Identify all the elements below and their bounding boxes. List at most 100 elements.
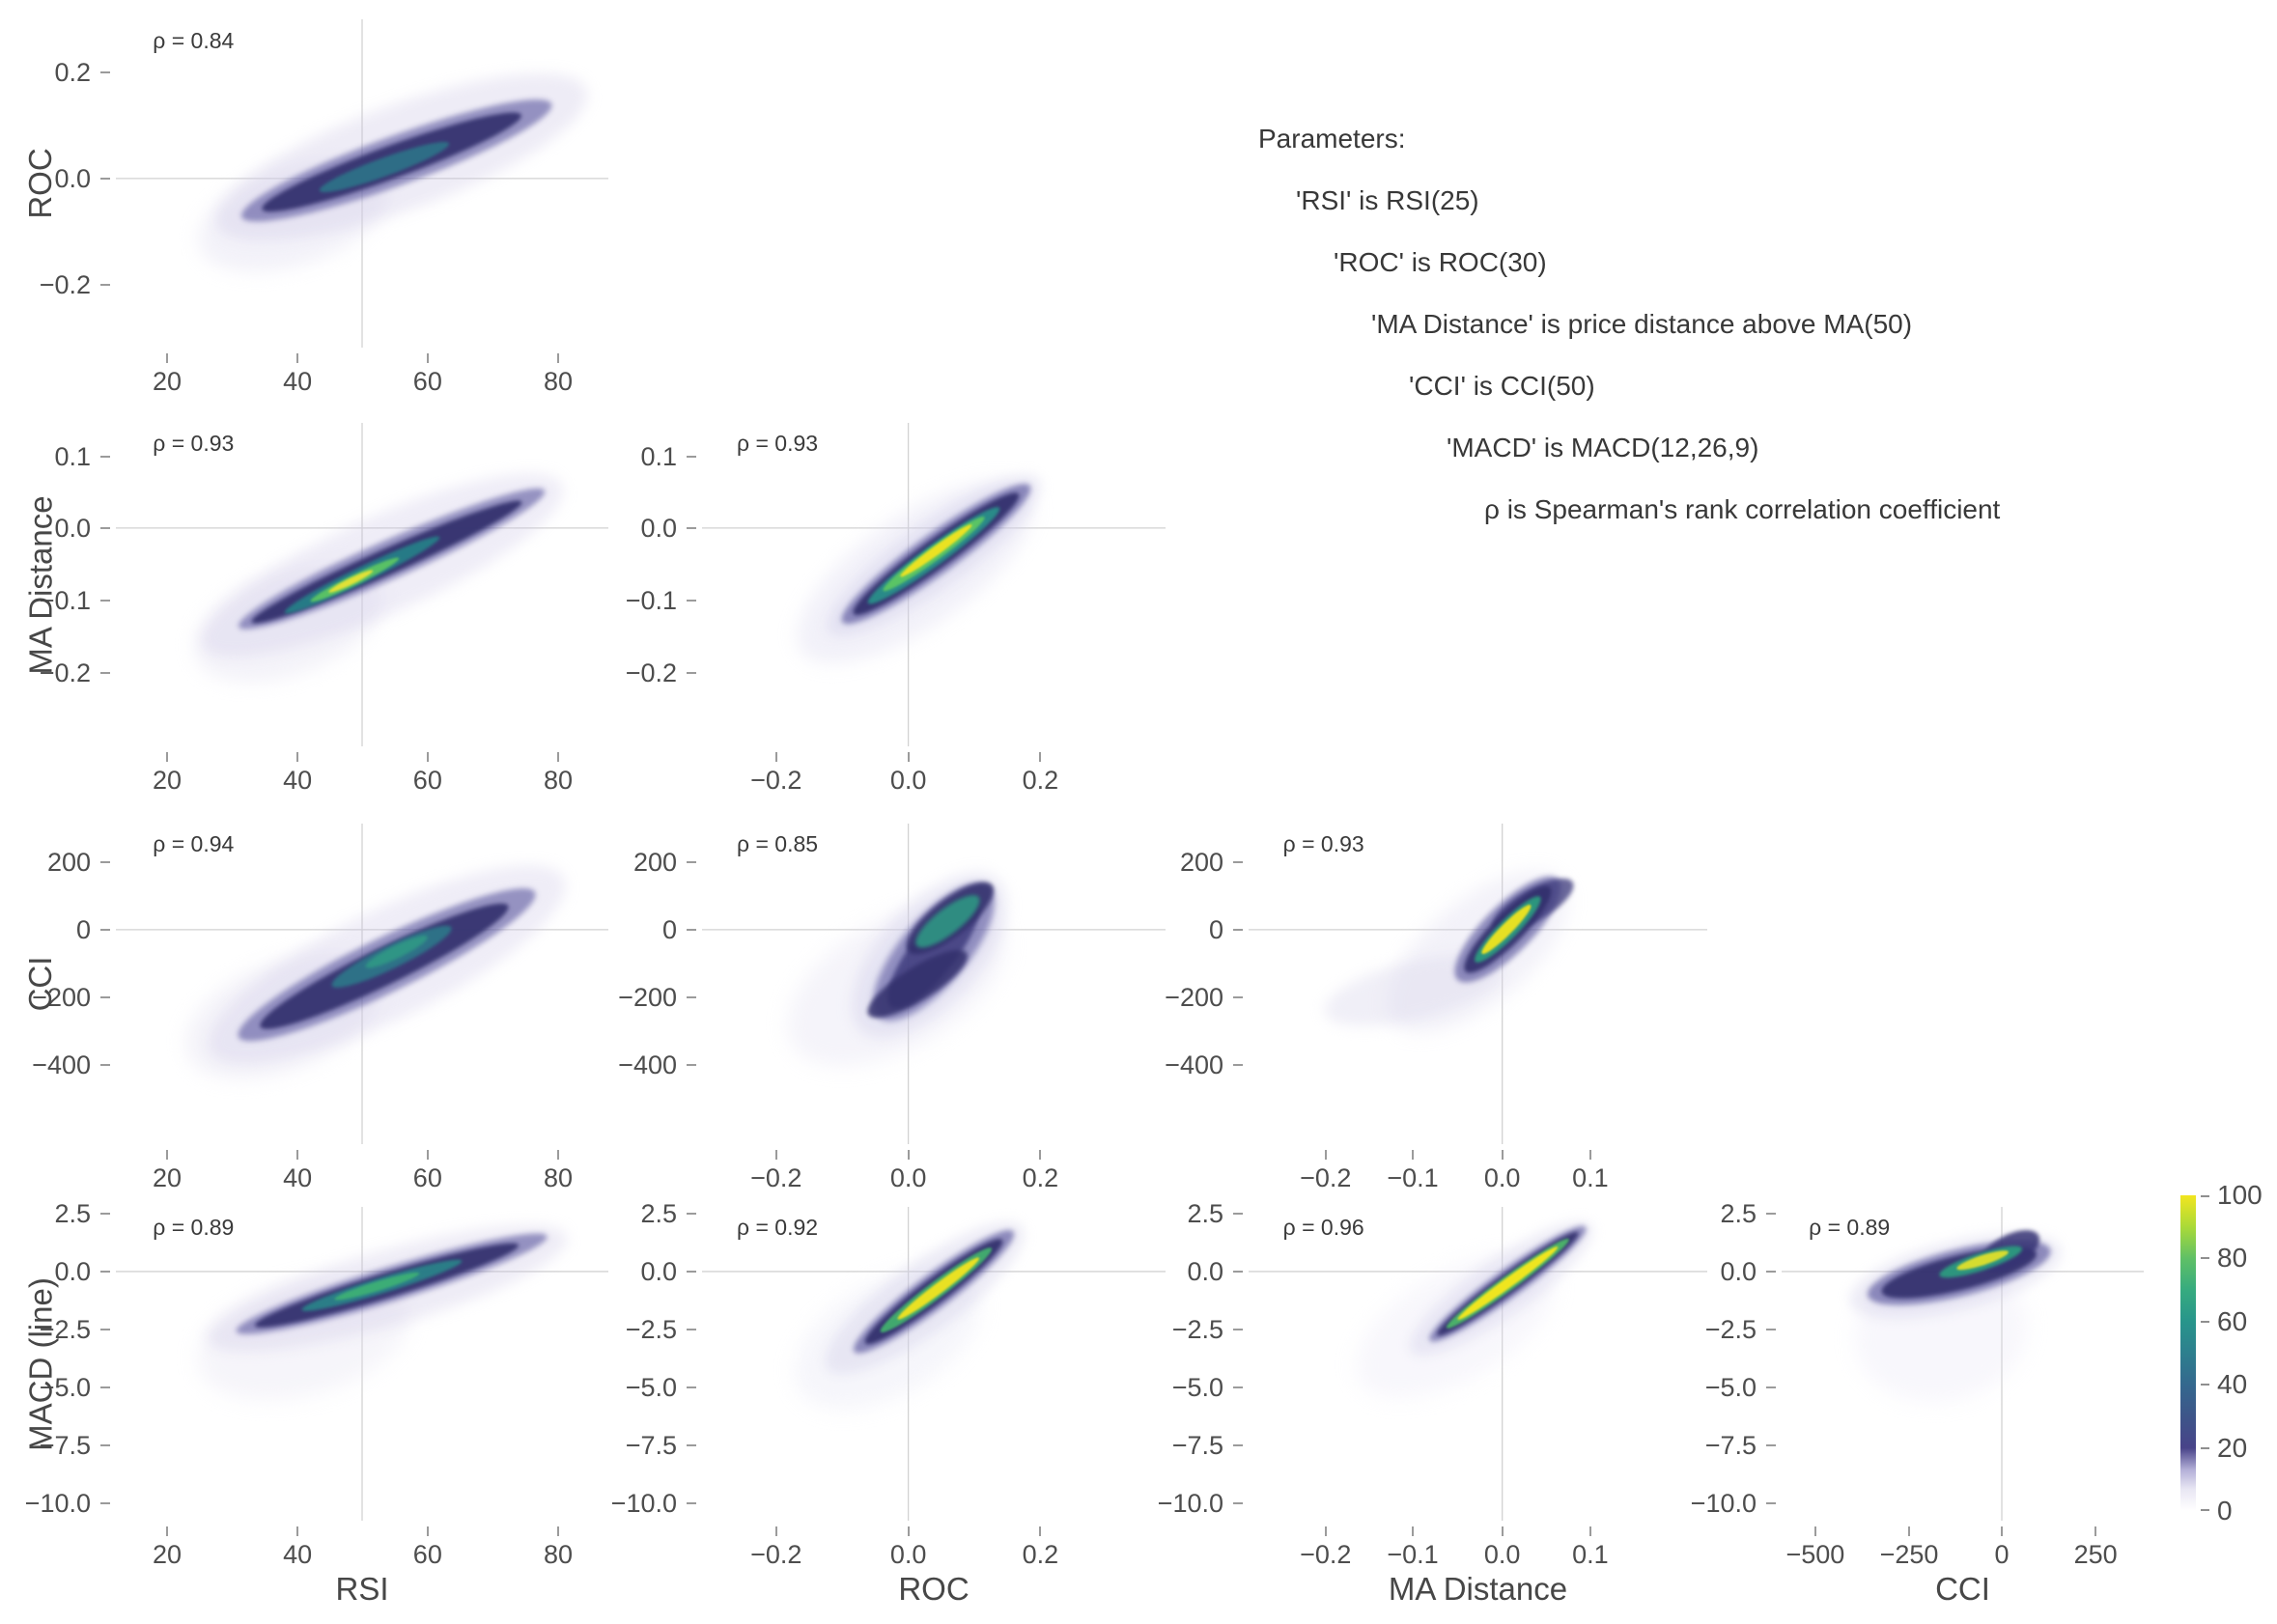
y-tick-mark xyxy=(1233,1270,1243,1273)
y-tick-label: 0 xyxy=(1208,914,1223,944)
subplot-roc-vs-rsi: ρ = 0.84 20 40 60 80 0.2 0.0 −0.2 xyxy=(40,19,608,396)
y-tick-mark xyxy=(1233,1501,1243,1504)
y-tick-mark xyxy=(1766,1501,1776,1504)
x-tick-label: −0.2 xyxy=(1300,1540,1352,1569)
x-tick-label: 80 xyxy=(543,367,573,396)
x-tick-label: 40 xyxy=(283,1540,313,1569)
subplot-macd-vs-cci: ρ = 0.89 −500 −250 0 250 2.5 0.0 −2.5 −5.0 −7.5 −1… xyxy=(1691,1199,2144,1607)
rho-annotation: ρ = 0.96 xyxy=(1282,1215,1364,1241)
y-tick-label: −400 xyxy=(1165,1050,1223,1079)
y-tick-label: −0.2 xyxy=(39,270,91,300)
x-tick-mark xyxy=(296,752,299,762)
density-blob-layer xyxy=(1457,1246,1559,1320)
subplot-cci-vs-rsi: ρ = 0.94 20 40 60 80 200 0 −200 −400 xyxy=(32,824,608,1192)
y-tick-label: −2.5 xyxy=(625,1314,677,1344)
x-tick-label: 60 xyxy=(412,766,442,795)
y-tick-label: 2.5 xyxy=(1187,1199,1223,1229)
colorbar-tick-mark xyxy=(2201,1257,2209,1260)
x-tick-mark xyxy=(1813,1526,1816,1536)
y-tick-mark xyxy=(687,860,696,863)
y-tick-label: −10.0 xyxy=(1690,1488,1757,1518)
x-tick-mark xyxy=(2001,1526,2003,1536)
y-tick-mark xyxy=(100,1328,110,1330)
x-tick-mark xyxy=(166,353,169,363)
density-plot-cci-vs-ma-distance xyxy=(1249,824,1707,1144)
y-tick-mark xyxy=(1233,1328,1243,1330)
y-tick-label: −0.1 xyxy=(39,585,91,615)
density-blob-layer xyxy=(915,895,980,948)
subplot-macd-vs-ma-distance: ρ = 0.96 −0.2 −0.1 0.0 0.1 2.5 0.0 −2.5 −5.0 −7.5… xyxy=(1158,1199,1707,1607)
y-tick-mark xyxy=(100,995,110,998)
colorbar-tick-label: 80 xyxy=(2217,1243,2248,1274)
x-tick-label: 60 xyxy=(412,367,442,396)
density-blob-layer xyxy=(900,524,972,577)
y-tick-mark xyxy=(100,928,110,931)
y-tick-label: −400 xyxy=(32,1050,91,1079)
x-tick-mark xyxy=(1501,1526,1504,1536)
y-tick-mark xyxy=(687,1270,696,1273)
y-tick-mark xyxy=(1233,860,1243,863)
rho-annotation: ρ = 0.85 xyxy=(737,831,819,857)
density-plot-macd-vs-roc xyxy=(702,1207,1166,1521)
x-tick-mark xyxy=(1324,1150,1327,1160)
parameters-note: Parameters: 'RSI' is RSI(25) 'ROC' is ROC… xyxy=(1258,108,2000,541)
x-tick-mark xyxy=(1501,1150,1504,1160)
y-tick-mark xyxy=(1766,1328,1776,1330)
y-tick-label: 0 xyxy=(75,914,91,944)
x-tick-mark xyxy=(774,1150,777,1160)
x-tick-label: 0.1 xyxy=(1572,1540,1609,1569)
y-tick-label: −200 xyxy=(1165,982,1223,1012)
subplot-macd-vs-rsi: ρ = 0.89 20 40 60 80 2.5 0.0 −2.5 −5.0 −7.5 −10.0 R… xyxy=(25,1199,608,1607)
y-tick-mark xyxy=(100,860,110,863)
x-tick-label: 20 xyxy=(153,367,183,396)
x-tick-mark xyxy=(1412,1526,1415,1536)
rho-annotation: ρ = 0.93 xyxy=(1282,831,1364,857)
y-tick-label: 0.1 xyxy=(640,441,677,471)
x-tick-label: −0.2 xyxy=(750,766,802,795)
colorbar-tick-mark xyxy=(2201,1509,2209,1511)
y-tick-label: −7.5 xyxy=(39,1431,91,1460)
y-tick-mark xyxy=(100,177,110,180)
x-tick-mark xyxy=(296,1150,299,1160)
y-axis-title: MA Distance xyxy=(22,494,58,675)
x-tick-label: 80 xyxy=(543,1163,573,1192)
colorbar-tick-label: 40 xyxy=(2217,1369,2248,1400)
y-tick-mark xyxy=(100,1501,110,1504)
y-tick-label: 200 xyxy=(1179,847,1223,877)
y-tick-mark xyxy=(1233,1063,1243,1066)
y-tick-label: 0.2 xyxy=(54,58,91,88)
y-tick-label: −2.5 xyxy=(1171,1314,1223,1344)
x-tick-mark xyxy=(1039,1526,1042,1536)
y-tick-mark xyxy=(100,1063,110,1066)
x-tick-mark xyxy=(426,1526,429,1536)
x-tick-mark xyxy=(1588,1526,1591,1536)
x-tick-label: 60 xyxy=(412,1540,442,1569)
y-tick-mark xyxy=(687,1213,696,1216)
parameters-title: Parameters: xyxy=(1258,124,1406,154)
rho-annotation: ρ = 0.89 xyxy=(153,1215,235,1241)
x-tick-label: 250 xyxy=(2073,1540,2118,1569)
density-blob-layer xyxy=(897,1257,980,1320)
y-tick-mark xyxy=(100,71,110,74)
x-tick-mark xyxy=(1039,1150,1042,1160)
x-tick-label: 20 xyxy=(153,1163,183,1192)
density-blob-layer xyxy=(334,1273,420,1301)
subplot-macd-vs-roc: ρ = 0.92 −0.2 0.0 0.2 2.5 0.0 −2.5 −5.0 −7.5 −10.… xyxy=(611,1199,1166,1607)
x-tick-label: 80 xyxy=(543,1540,573,1569)
parameters-line: 'MACD' is MACD(12,26,9) xyxy=(1447,433,1759,462)
x-tick-label: 0.2 xyxy=(1022,1540,1059,1569)
y-tick-label: −0.1 xyxy=(625,585,677,615)
x-tick-label: −250 xyxy=(1879,1540,1939,1569)
subplot-ma-distance-vs-rsi: ρ = 0.93 20 40 60 80 0.1 0.0 −0.1 −0.2 xyxy=(40,423,608,795)
y-tick-label: 2.5 xyxy=(54,1199,91,1229)
density-plot-macd-vs-cci xyxy=(1782,1207,2144,1521)
y-tick-mark xyxy=(687,928,696,931)
y-tick-label: 0 xyxy=(661,914,677,944)
y-tick-label: −0.2 xyxy=(39,658,91,687)
x-tick-mark xyxy=(166,1526,169,1536)
x-axis-title-macd-vs-cci: CCI xyxy=(1935,1571,1990,1607)
x-tick-mark xyxy=(426,353,429,363)
parameters-line: 'MA Distance' is price distance above MA… xyxy=(1371,309,1913,339)
y-tick-label: −7.5 xyxy=(1171,1431,1223,1460)
y-tick-label: −5.0 xyxy=(1171,1372,1223,1402)
